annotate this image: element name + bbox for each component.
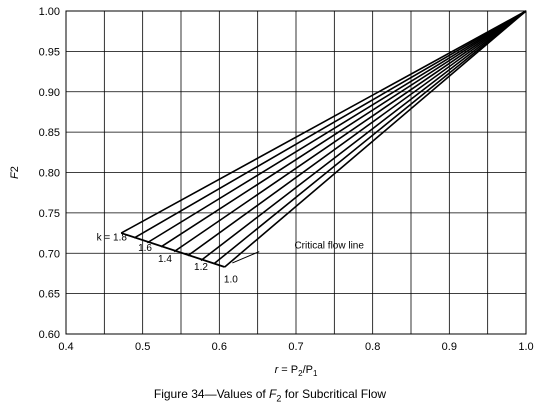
chart-annotation: 1.2 xyxy=(194,262,208,273)
y-tick-label: 0.95 xyxy=(39,46,60,58)
figure-caption: Figure 34—Values of F2 for Subcritical F… xyxy=(0,387,540,403)
chart-annotation: 1.6 xyxy=(138,243,152,254)
critical-flow-line xyxy=(120,232,260,268)
x-tick-label: 0.8 xyxy=(365,341,380,353)
chart-annotation: 1.4 xyxy=(158,254,172,265)
y-tick-label: 0.70 xyxy=(39,248,60,260)
series-line-k-1-7 xyxy=(133,10,527,239)
plot-frame xyxy=(65,10,527,335)
axis-label-subscript: 2 xyxy=(298,369,303,378)
y-tick-label: 0.85 xyxy=(39,127,60,139)
x-tick-label: 0.6 xyxy=(212,341,227,353)
series-line-k-1-1 xyxy=(213,10,527,265)
series-line-k-1-8 xyxy=(120,10,527,234)
x-tick-label: 0.9 xyxy=(442,341,457,353)
y-tick-label: 0.90 xyxy=(39,87,60,99)
axis-label-subscript: 1 xyxy=(313,369,318,378)
caption-suffix: for Subcritical Flow xyxy=(281,387,387,401)
chart: 0.4 0.5 0.6 0.7 0.8 0.9 1.0 0.600.650.700.750.… xyxy=(9,6,534,378)
series-line-k-1-4 xyxy=(173,10,527,253)
critical-flow-segment xyxy=(120,232,225,268)
x-axis-label: r = P2/P1 xyxy=(275,364,318,378)
series-lines xyxy=(120,10,527,268)
x-tick-label: 0.7 xyxy=(288,341,303,353)
axis-label-variable: F xyxy=(9,171,21,179)
series-line-k-1-2 xyxy=(200,10,527,262)
chart-annotation: 1.0 xyxy=(224,274,238,285)
caption-subscript: 2 xyxy=(276,393,282,404)
axis-label-variable: r xyxy=(275,364,280,376)
y-tick-label: 1.00 xyxy=(39,6,60,18)
y-tick-labels: 0.60 0.65 0.70 0.75 0.80 0.85 0.90 0.95 1.00 xyxy=(39,6,60,341)
series-line-k-1-6 xyxy=(146,10,527,244)
axis-label-text: 2 xyxy=(9,166,21,172)
y-axis-label: F2 xyxy=(9,166,21,179)
x-tick-label: 1.0 xyxy=(518,341,533,353)
y-tick-label: 0.65 xyxy=(39,289,60,301)
y-tick-label: 0.75 xyxy=(39,208,60,220)
chart-annotation: Critical flow line xyxy=(294,240,364,251)
caption-symbol: F xyxy=(269,387,277,401)
x-tick-label: 0.4 xyxy=(58,341,73,353)
axis-label-text: /P xyxy=(303,364,313,376)
y-tick-label: 0.60 xyxy=(39,329,60,341)
x-tick-labels: 0.4 0.5 0.6 0.7 0.8 0.9 1.0 xyxy=(58,341,533,353)
y-tick-label: 0.80 xyxy=(39,168,60,180)
caption-prefix: Figure 34—Values of xyxy=(153,387,270,401)
critical-flow-pointer xyxy=(232,251,260,264)
annotations: k = 1.8 1.6 1.4 1.2 1.0 Critical flow line xyxy=(97,232,365,285)
chart-annotation: k = 1.8 xyxy=(97,232,128,243)
x-tick-label: 0.5 xyxy=(135,341,150,353)
series-line-k-1-5 xyxy=(160,10,527,248)
axis-label-text: = P xyxy=(278,364,298,376)
series-line-k-1-3 xyxy=(187,10,527,257)
grid-lines xyxy=(66,10,526,335)
series-line-k-1 xyxy=(224,10,527,268)
